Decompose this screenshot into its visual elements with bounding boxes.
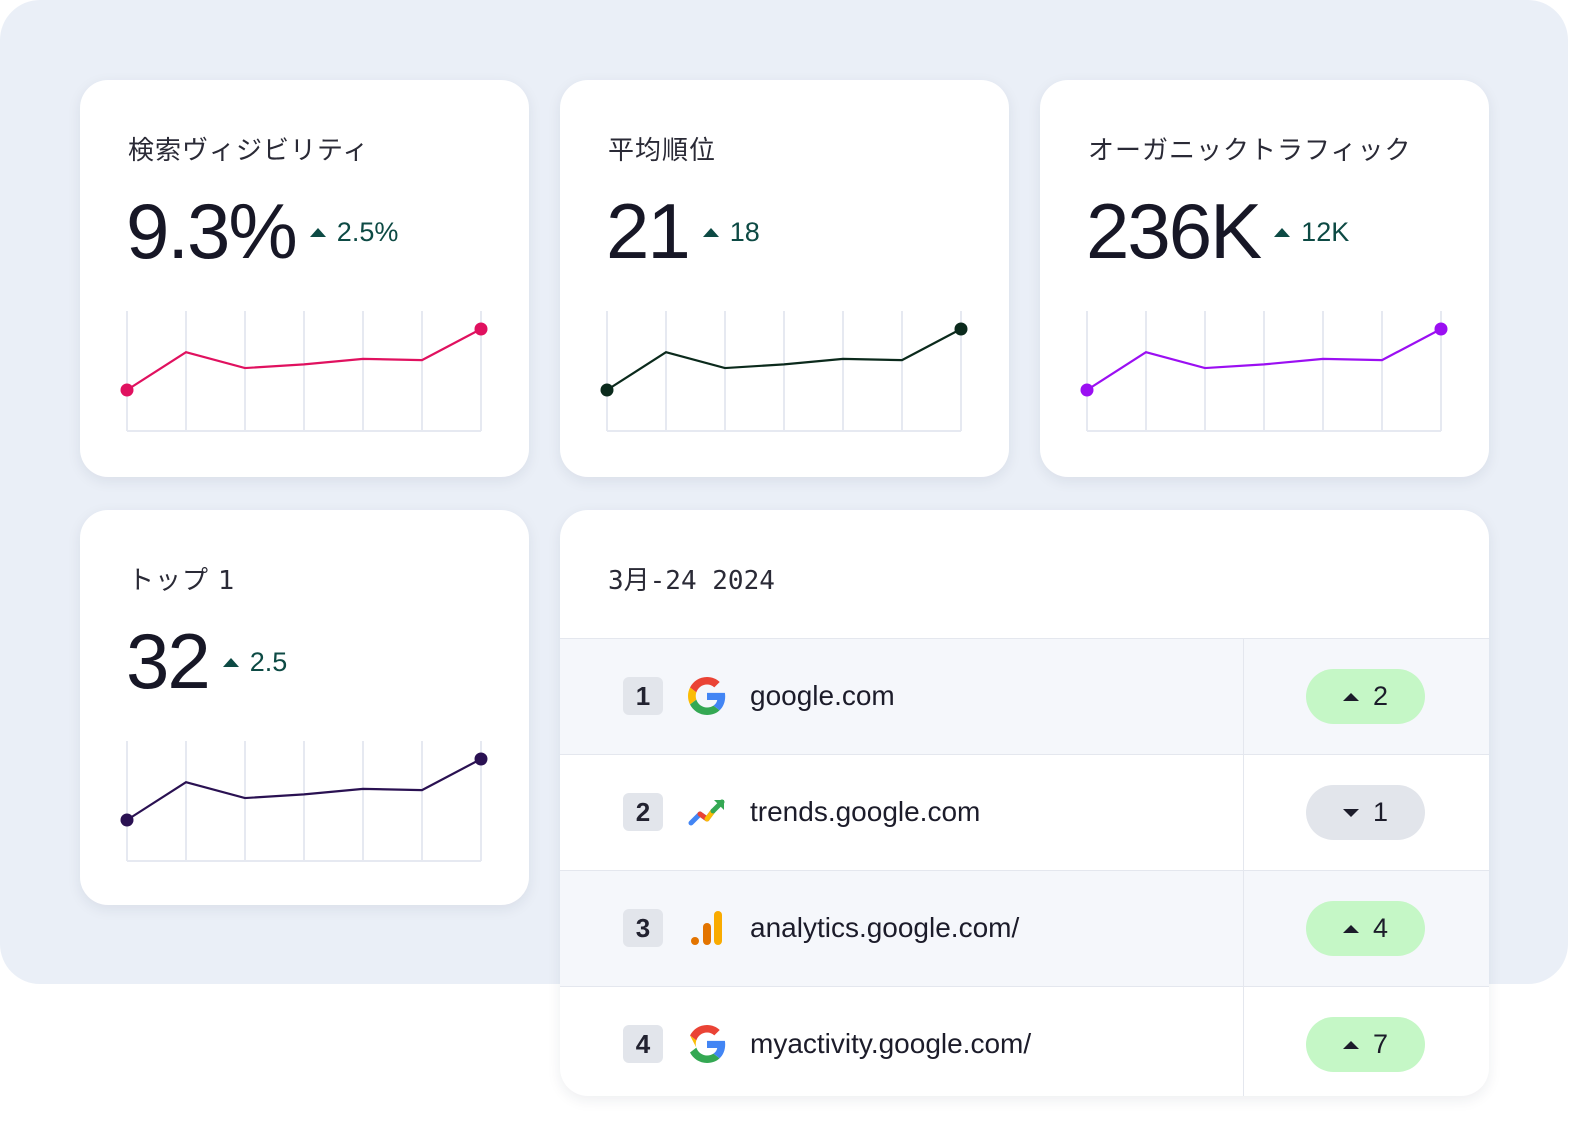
series-line	[1086, 328, 1442, 391]
series-line	[606, 328, 962, 391]
domain-link[interactable]: analytics.google.com/	[750, 912, 1020, 943]
domain-link[interactable]: myactivity.google.com/	[750, 1028, 1032, 1059]
metric-value-row: 9.3% 2.5%	[126, 188, 398, 274]
data-point	[120, 813, 134, 827]
metric-delta-value: 12K	[1301, 216, 1350, 247]
metric-delta-value: 18	[729, 216, 760, 247]
change-value: 7	[1372, 1029, 1389, 1059]
metric-title: 平均順位	[608, 136, 717, 166]
data-point	[954, 322, 968, 336]
change-value: 4	[1372, 913, 1389, 943]
rank-badge: 4	[623, 1025, 663, 1063]
metric-value: 9.3%	[126, 187, 298, 275]
analytics-icon	[691, 911, 722, 945]
metric-value-row: 32 2.5	[126, 618, 287, 704]
metric-card-organic-traffic[interactable]: オーガニックトラフィック 236K 12K	[1040, 80, 1489, 477]
metric-card-top-1[interactable]: トップ 1 32 2.5	[80, 510, 529, 905]
metric-delta-value: 2.5%	[336, 216, 399, 247]
metric-value: 236K	[1086, 187, 1262, 275]
table-row[interactable]: 1 google.com 2	[560, 638, 1489, 754]
sparkline-chart	[120, 741, 488, 862]
metric-value: 21	[606, 187, 691, 275]
metric-value-row: 21 18	[606, 188, 760, 274]
change-value: 1	[1372, 797, 1389, 827]
metric-delta: 2.5	[222, 646, 288, 678]
arrow-up-icon	[702, 227, 719, 237]
series-line	[126, 328, 482, 391]
metric-delta-value: 2.5	[249, 646, 288, 677]
domain-link[interactable]: trends.google.com	[750, 796, 981, 827]
change-value: 2	[1372, 681, 1389, 711]
metric-delta: 18	[702, 216, 760, 248]
table-row[interactable]: 2 trends.google.com 1	[560, 754, 1489, 870]
metric-value: 32	[126, 617, 211, 705]
ranking-table-card: 3月-24 2024 1 google.com 2 2	[560, 510, 1489, 1096]
data-point	[120, 383, 134, 397]
series-line	[126, 758, 482, 821]
column-divider	[1243, 639, 1244, 754]
data-point	[474, 322, 488, 336]
change-badge: 1	[1306, 785, 1425, 840]
arrow-up-icon	[222, 657, 239, 667]
metric-delta: 12K	[1274, 217, 1349, 248]
ranking-table: 1 google.com 2 2 tre	[560, 638, 1489, 1096]
metric-title: 検索ヴィジビリティ	[128, 136, 370, 166]
sparkline-chart	[120, 311, 488, 432]
metric-card-average-rank[interactable]: 平均順位 21 18	[560, 80, 1009, 477]
rank-badge: 3	[623, 909, 663, 947]
metric-title: オーガニックトラフィック	[1088, 136, 1412, 166]
change-badge: 7	[1306, 1017, 1425, 1072]
column-divider	[1243, 871, 1244, 986]
domain-link[interactable]: google.com	[750, 680, 895, 711]
sparkline-chart	[1080, 311, 1448, 432]
data-point	[1080, 383, 1094, 397]
trends-icon	[688, 799, 725, 826]
change-badge: 2	[1306, 669, 1425, 724]
metric-delta: 2.5%	[309, 216, 399, 248]
rank-badge: 1	[623, 677, 663, 715]
column-divider	[1243, 755, 1244, 870]
data-point	[1434, 322, 1448, 336]
arrow-up-icon	[1342, 924, 1359, 933]
column-divider	[1243, 987, 1244, 1096]
arrow-down-icon	[1342, 808, 1359, 817]
arrow-up-icon	[1342, 692, 1359, 701]
table-row[interactable]: 3 analytics.google.com/ 4	[560, 870, 1489, 986]
arrow-up-icon	[309, 227, 326, 237]
table-row[interactable]: 4 myactivity.google.com/ 7	[560, 986, 1489, 1096]
rank-badge: 2	[623, 793, 663, 831]
arrow-up-icon	[1274, 227, 1291, 237]
sparkline-chart	[600, 311, 968, 432]
metric-value-row: 236K 12K	[1086, 188, 1349, 274]
change-badge: 4	[1306, 901, 1425, 956]
data-point	[474, 752, 488, 766]
metric-title: トップ 1	[128, 566, 236, 596]
arrow-up-icon	[1342, 1040, 1359, 1049]
table-date: 3月-24 2024	[608, 566, 775, 596]
google-icon	[688, 677, 726, 715]
data-point	[600, 383, 614, 397]
metric-card-search-visibility[interactable]: 検索ヴィジビリティ 9.3% 2.5%	[80, 80, 529, 477]
google-icon	[690, 1025, 726, 1063]
